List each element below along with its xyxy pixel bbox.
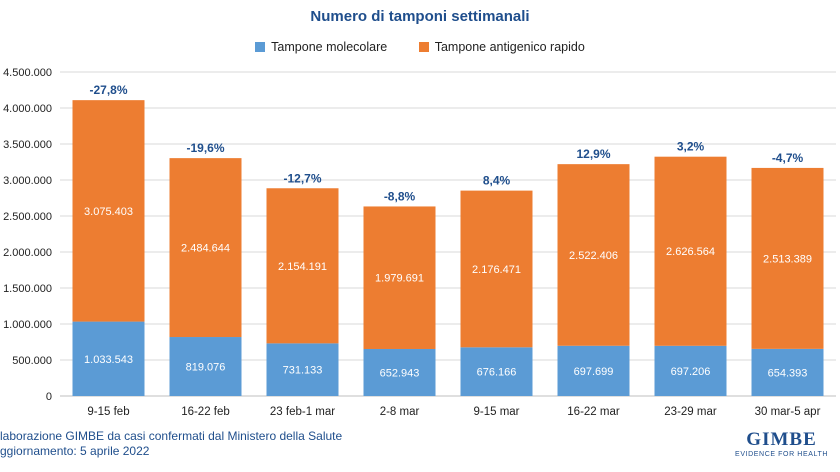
- y-tick-label: 2.500.000: [3, 211, 52, 223]
- bar-antigenico: [654, 156, 727, 346]
- data-label-molecolare: 819.076: [186, 362, 226, 374]
- pct-change-label: 8,4%: [483, 174, 511, 188]
- data-label-antigenico: 2.513.389: [763, 253, 812, 265]
- source-line: laborazione GIMBE da casi confermati dal…: [0, 429, 343, 443]
- bar-molecolare: [169, 337, 242, 396]
- x-tick-label: 9-15 feb: [87, 406, 129, 418]
- source-note: laborazione GIMBE da casi confermati dal…: [0, 429, 342, 459]
- y-tick-label: 500.000: [12, 355, 52, 367]
- x-tick-label: 16-22 feb: [181, 406, 230, 418]
- data-label-antigenico: 1.979.691: [375, 273, 424, 285]
- data-label-molecolare: 676.166: [477, 367, 517, 379]
- legend-label-molecolare: Tampone molecolare: [271, 40, 388, 54]
- data-label-molecolare: 1.033.543: [84, 354, 133, 366]
- y-tick-label: 2.000.000: [3, 247, 52, 259]
- x-tick-label: 30 mar-5 apr: [755, 406, 821, 418]
- data-label-antigenico: 3.075.403: [84, 206, 133, 218]
- bar-molecolare: [557, 345, 630, 396]
- bar-antigenico: [169, 158, 242, 338]
- data-label-molecolare: 731.133: [283, 365, 323, 377]
- data-label-antigenico: 2.522.406: [569, 250, 618, 262]
- y-tick-label: 1.500.000: [3, 283, 52, 295]
- data-label-antigenico: 2.176.471: [472, 264, 521, 276]
- pct-change-label: -12,7%: [283, 171, 321, 185]
- data-label-molecolare: 697.699: [574, 366, 614, 378]
- pct-change-label: -8,8%: [384, 189, 416, 203]
- pct-change-label: 12,9%: [576, 147, 610, 161]
- chart-title: Numero di tamponi settimanali: [310, 8, 530, 25]
- bar-molecolare: [654, 345, 727, 396]
- data-label-molecolare: 652.943: [380, 367, 420, 379]
- y-tick-label: 0: [46, 391, 52, 403]
- bar-antigenico: [266, 188, 339, 344]
- bar-molecolare: [72, 321, 145, 396]
- y-tick-label: 4.500.000: [3, 67, 52, 79]
- legend: Tampone molecolare Tampone antigenico ra…: [0, 40, 840, 55]
- y-tick-label: 4.000.000: [3, 103, 52, 115]
- pct-change-label: -19,6%: [186, 141, 224, 155]
- bar-antigenico: [557, 164, 630, 346]
- bar-molecolare: [266, 343, 339, 396]
- data-label-antigenico: 2.154.191: [278, 261, 327, 273]
- logo-tagline: EVIDENCE FOR HEALTH: [735, 451, 828, 458]
- legend-swatch-antigenico: [418, 42, 429, 52]
- update-line: ggiornamento: 5 aprile 2022: [0, 444, 150, 458]
- y-tick-label: 1.000.000: [3, 319, 52, 331]
- bar-molecolare: [460, 347, 533, 396]
- bar-antigenico: [460, 190, 533, 348]
- y-tick-label: 3.500.000: [3, 139, 52, 151]
- data-label-antigenico: 2.484.644: [181, 243, 230, 255]
- legend-item-antigenico: Tampone antigenico rapido: [418, 40, 585, 54]
- bar-molecolare: [751, 348, 824, 396]
- x-tick-label: 23-29 mar: [664, 406, 717, 418]
- pct-change-label: -4,7%: [772, 151, 804, 165]
- legend-label-antigenico: Tampone antigenico rapido: [434, 40, 585, 54]
- pct-change-label: -27,8%: [89, 83, 127, 97]
- bar-antigenico: [363, 206, 436, 349]
- legend-item-molecolare: Tampone molecolare: [255, 40, 387, 54]
- y-tick-label: 3.000.000: [3, 175, 52, 187]
- pct-change-label: 3,2%: [677, 140, 705, 154]
- bar-molecolare: [363, 348, 436, 396]
- bar-antigenico: [751, 167, 824, 349]
- data-label-antigenico: 2.626.564: [666, 246, 715, 258]
- x-tick-label: 16-22 mar: [567, 406, 620, 418]
- bar-antigenico: [72, 100, 145, 322]
- data-label-molecolare: 654.393: [768, 367, 808, 379]
- legend-swatch-molecolare: [255, 42, 266, 52]
- data-label-molecolare: 697.206: [671, 366, 711, 378]
- x-tick-label: 2-8 mar: [380, 406, 420, 418]
- x-tick-label: 23 feb-1 mar: [270, 406, 335, 418]
- logo-text: GIMBE: [746, 429, 817, 450]
- gimbe-logo: GIMBE EVIDENCE FOR HEALTH: [735, 430, 828, 459]
- x-tick-label: 9-15 mar: [473, 406, 519, 418]
